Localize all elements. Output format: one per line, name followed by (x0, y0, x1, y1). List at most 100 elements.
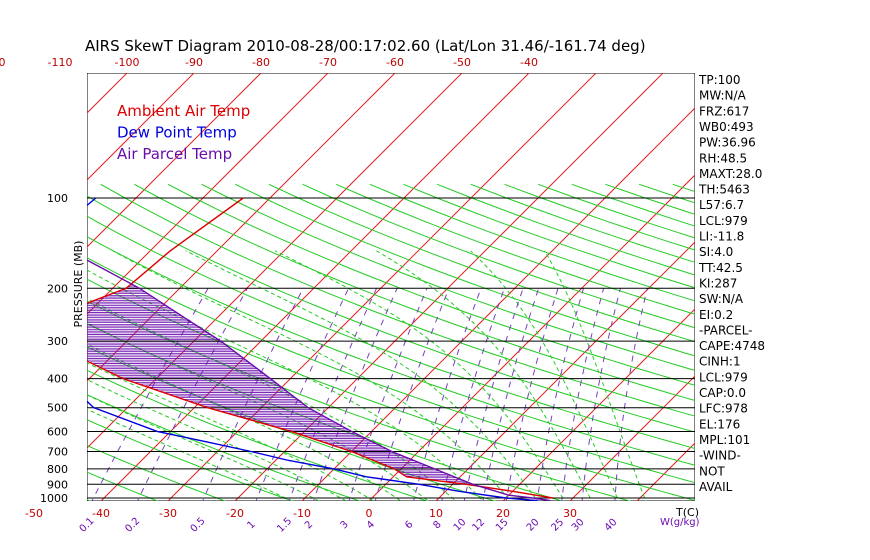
series-line (87, 197, 537, 501)
mixing-ratio-tick-label: 40 (603, 517, 620, 534)
bottom-temp-tick-label: -50 (25, 507, 43, 520)
index-entry: LFC:978 (699, 402, 748, 416)
pressure-tick-label: 600 (47, 425, 68, 438)
pressure-tick-label: 500 (47, 402, 68, 415)
dry-adiabat (268, 183, 695, 343)
top-temp-tick-label: -80 (252, 56, 270, 69)
pressure-tick-label: 700 (47, 446, 68, 459)
mixing-ratio-tick-label: 8 (431, 519, 443, 531)
chart-title: AIRS SkewT Diagram 2010-08-28/00:17:02.6… (85, 37, 646, 55)
index-entry: L57:6.7 (699, 198, 744, 212)
isotherm (502, 308, 695, 501)
isotherm (87, 73, 329, 315)
dry-adiabat (100, 183, 695, 417)
mixing-ratio-line (255, 288, 349, 501)
index-entry: LCL:979 (699, 370, 748, 384)
dry-adiabat (87, 236, 695, 466)
pressure-tick-label: 400 (47, 373, 68, 386)
mixing-ratio-line (581, 288, 621, 501)
mixing-ratio-tick-label: 12 (470, 517, 487, 534)
index-entry: TT:42.5 (698, 261, 743, 275)
index-entry: PW:36.96 (699, 136, 756, 150)
mixing-ratio-line (136, 288, 248, 501)
index-entry: SW:N/A (699, 292, 744, 306)
mixing-ratio-axis-label: W(g/kg) (660, 517, 700, 528)
index-entry: LCL:979 (699, 214, 748, 228)
mixing-ratio-line (536, 288, 584, 501)
mixing-ratio-tick-label: 2 (303, 519, 315, 531)
bottom-temp-tick-label: -40 (92, 507, 110, 520)
mixing-ratio-tick-label: 1.5 (275, 516, 294, 535)
dry-adiabat (302, 183, 695, 329)
profile-series (87, 197, 554, 501)
index-entry: FRZ:617 (699, 104, 749, 118)
mixing-ratio-tick-label: 4 (365, 519, 377, 531)
y-axis-label: PRESSURE (MB) (72, 241, 85, 328)
bottom-temp-tick-label: -20 (226, 507, 244, 520)
pressure-tick-label: 200 (47, 282, 68, 295)
index-entry: SI:4.0 (699, 245, 733, 259)
pressure-tick-label: 300 (47, 335, 68, 348)
top-temp-tick-label: -50 (453, 56, 471, 69)
dry-adiabat (87, 215, 695, 450)
pressure-tick-label: 100 (47, 192, 68, 205)
index-entry: EL:176 (699, 417, 740, 431)
mixing-ratio-line (561, 288, 605, 501)
dry-adiabat (201, 183, 695, 371)
dry-adiabat (87, 257, 695, 484)
index-entry: TP:100 (698, 73, 741, 87)
bottom-temp-tick-label: -30 (159, 507, 177, 520)
dry-adiabat (87, 346, 497, 501)
cape-hatch (87, 284, 474, 486)
dry-adiabat (87, 195, 695, 433)
top-temp-tick-label: -110 (48, 56, 73, 69)
index-entry: KI:287 (699, 276, 737, 290)
x-axis-label: T(C) (675, 506, 699, 519)
mixing-ratio-line (91, 288, 209, 501)
isotherm (234, 73, 664, 501)
series-line (87, 197, 554, 499)
pressure-tick-label: 1000 (40, 492, 68, 505)
index-entry: TH:5463 (698, 183, 750, 197)
index-entry: NOT (699, 464, 725, 478)
bottom-temp-tick-label: 20 (496, 507, 510, 520)
isotherm (87, 73, 463, 449)
isotherm (167, 73, 597, 501)
index-entry: CAP:0.0 (699, 386, 746, 400)
isotherm (87, 73, 396, 382)
top-temp-tick-label: -70 (319, 56, 337, 69)
mixing-ratio-line (505, 288, 559, 501)
mixing-ratio-tick-label: 10 (452, 517, 469, 534)
top-temp-tick-label: -100 (115, 56, 140, 69)
moist-adiabat (376, 250, 593, 501)
index-entry: RH:48.5 (699, 151, 747, 165)
index-entry: MPL:101 (699, 433, 750, 447)
isotherm (87, 73, 195, 181)
bottom-temp-tick-label: -10 (293, 507, 311, 520)
mixing-ratio-line (202, 288, 304, 501)
index-entry: MAXT:28.0 (699, 167, 762, 181)
dry-adiabat (235, 183, 695, 357)
legend-entry: Dew Point Temp (117, 124, 237, 142)
index-entry: MW:N/A (699, 89, 747, 103)
mixing-ratio-tick-label: 3 (339, 519, 351, 531)
dry-adiabat (0, 184, 33, 505)
mixing-ratio-tick-label: 20 (525, 517, 542, 534)
index-entry: WB0:493 (699, 120, 754, 134)
index-entry: -PARCEL- (699, 323, 753, 337)
isobar-lines (87, 197, 695, 499)
top-temp-tick-label: -40 (520, 56, 538, 69)
bottom-temp-tick-label: 30 (563, 507, 577, 520)
dry-adiabat (437, 183, 695, 276)
mixing-ratio-tick-label: 6 (403, 519, 415, 531)
mixing-ratio-line (441, 288, 505, 501)
dry-adiabat (167, 183, 695, 386)
mixing-ratio-tick-label: 0.5 (189, 516, 208, 535)
index-entry: CAPE:4748 (699, 339, 765, 353)
isotherm (569, 375, 695, 501)
isotherm (87, 73, 262, 248)
isotherm (301, 107, 695, 501)
mixing-ratio-tick-label: 0.2 (123, 516, 142, 535)
dry-adiabat (369, 183, 695, 302)
top-temp-tick-label: -60 (386, 56, 404, 69)
